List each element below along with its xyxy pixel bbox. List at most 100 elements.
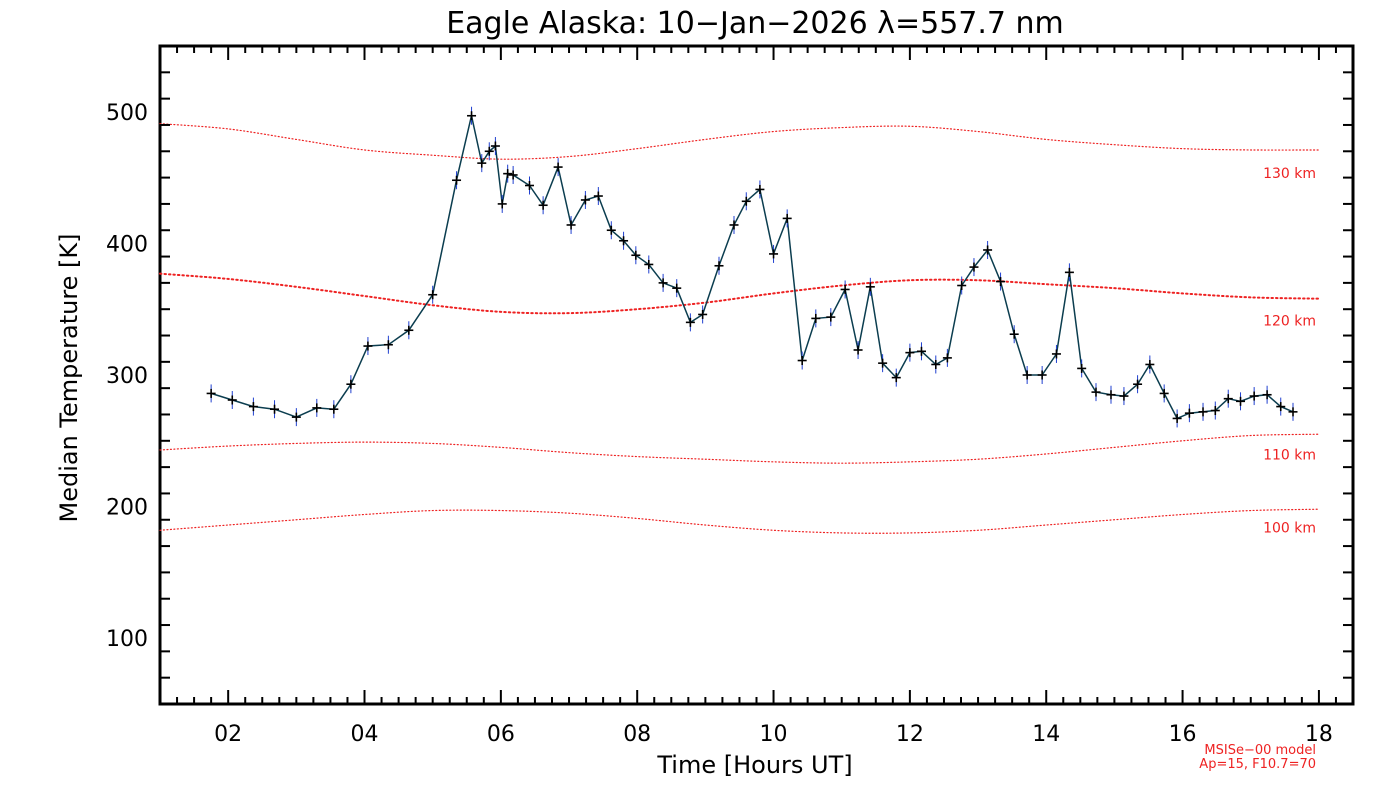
data-point (996, 277, 1006, 287)
data-point (672, 283, 682, 293)
data-point (698, 309, 708, 319)
model-footnote-line2: Ap=15, F10.7=70 (1199, 757, 1316, 772)
data-point (853, 345, 863, 355)
data-point (1091, 387, 1101, 397)
data-point (248, 402, 258, 412)
x-tick-label: 12 (896, 722, 924, 747)
data-point (467, 111, 477, 121)
data-point (606, 225, 616, 235)
axis-ticks: 02 04 06 08 10 12 14 16 18 100 200 300 400 500 (106, 45, 1354, 747)
model-curves: 130 km 120 km 110 km 100 km (159, 123, 1320, 537)
y-tick-label: 200 (106, 496, 148, 521)
data-point (1262, 390, 1272, 400)
y-tick-label: 400 (106, 232, 148, 257)
y-axis-label: Median Temperature [K] (55, 233, 83, 522)
x-axis-label: Time [Hours UT] (656, 751, 852, 779)
model-label: 100 km (1263, 521, 1316, 537)
data-point (503, 169, 513, 179)
data-point (714, 261, 724, 271)
data-point (270, 404, 280, 414)
data-point (508, 170, 518, 180)
model-label: 120 km (1263, 313, 1316, 329)
data-point (1288, 407, 1298, 417)
data-point (1106, 390, 1116, 400)
data-point (969, 262, 979, 272)
data-point (490, 141, 500, 151)
data-point (782, 213, 792, 223)
data-point (811, 313, 821, 323)
data-point (644, 259, 654, 269)
data-point (346, 379, 356, 389)
model-label: 110 km (1263, 448, 1316, 464)
data-point (1077, 363, 1087, 373)
data-point (865, 282, 875, 292)
data-point (1236, 396, 1246, 406)
data-point (524, 180, 534, 190)
model-curve-110km (159, 433, 1320, 464)
model-curve-100km (159, 508, 1320, 534)
data-point (1276, 402, 1286, 412)
data-point (840, 284, 850, 294)
x-tick-label: 02 (214, 722, 242, 747)
data-point (797, 356, 807, 366)
chart-title: Eagle Alaska: 10−Jan−2026 λ=557.7 nm (446, 6, 1064, 41)
x-tick-label: 10 (760, 722, 788, 747)
data-point (1119, 391, 1129, 401)
data-point (916, 346, 926, 356)
data-series (206, 106, 1298, 428)
model-footnote-line1: MSISe−00 model (1204, 743, 1316, 758)
data-point (1051, 349, 1061, 359)
data-point (658, 278, 668, 288)
data-point (983, 245, 993, 255)
data-point (729, 220, 739, 230)
data-point (942, 353, 952, 363)
data-point (1022, 370, 1032, 380)
model-curve-130km (159, 123, 1320, 160)
data-point (769, 249, 779, 259)
data-point (957, 281, 967, 291)
data-point (1145, 359, 1155, 369)
data-point (619, 236, 629, 246)
data-point (1223, 394, 1233, 404)
data-point (484, 146, 494, 156)
data-point (755, 184, 765, 194)
data-point (631, 250, 641, 260)
data-point (826, 312, 836, 322)
x-tick-label: 06 (487, 722, 515, 747)
data-point (452, 175, 462, 185)
data-point (878, 358, 888, 368)
data-point (1249, 391, 1259, 401)
x-tick-label: 18 (1305, 722, 1333, 747)
data-point (227, 395, 237, 405)
y-tick-label: 500 (106, 101, 148, 126)
data-line (210, 115, 1294, 420)
data-point (329, 404, 339, 414)
data-point (206, 388, 216, 398)
data-point (905, 348, 915, 358)
data-point (931, 359, 941, 369)
data-point (891, 373, 901, 383)
data-point (566, 220, 576, 230)
data-point (497, 199, 507, 209)
data-point (538, 200, 548, 210)
data-point (428, 290, 438, 300)
x-tick-label: 04 (351, 722, 379, 747)
data-point (1198, 407, 1208, 417)
plot-frame (158, 44, 1355, 706)
data-point (404, 325, 414, 335)
data-point (1009, 329, 1019, 339)
x-tick-label: 14 (1032, 722, 1060, 747)
data-point (383, 340, 393, 350)
data-point (685, 317, 695, 327)
data-point (477, 158, 487, 168)
y-tick-label: 100 (106, 627, 148, 652)
x-tick-label: 08 (623, 722, 651, 747)
data-point (291, 412, 301, 422)
x-tick-label: 16 (1169, 722, 1197, 747)
data-point (1037, 370, 1047, 380)
data-point (1159, 388, 1169, 398)
data-point (1210, 406, 1220, 416)
model-curve-120km (159, 272, 1320, 315)
data-point (1184, 408, 1194, 418)
